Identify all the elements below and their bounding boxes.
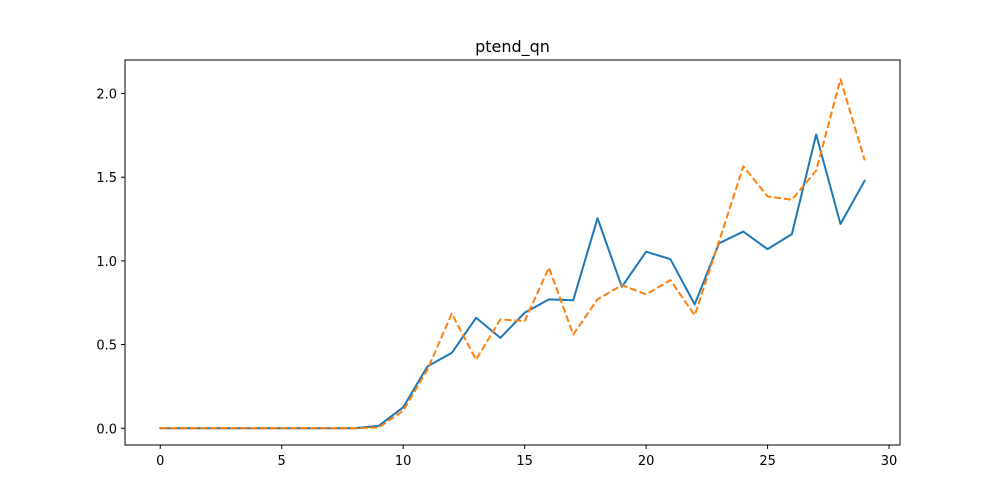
axes-frame <box>124 59 901 446</box>
series-line-2 <box>160 78 866 430</box>
plot-area: 0 5 10 15 20 25 30 0.0 0.5 1.0 1.5 2.0 <box>96 59 901 469</box>
x-tick-label: 25 <box>759 454 776 469</box>
chart-title: ptend_qn <box>475 37 550 57</box>
y-tick-label: 0.0 <box>96 422 117 437</box>
y-tick-label: 1.5 <box>96 171 117 186</box>
x-tick-label: 20 <box>638 454 655 469</box>
y-tick-label: 1.0 <box>96 255 117 270</box>
x-tick-label: 0 <box>156 454 164 469</box>
y-tick-label: 2.0 <box>96 87 117 102</box>
x-tick-label: 5 <box>278 454 286 469</box>
x-tick-label: 15 <box>516 454 533 469</box>
series-line-1 <box>159 133 866 430</box>
x-tick-label: 10 <box>395 454 412 469</box>
y-tick-label: 0.5 <box>96 339 117 354</box>
x-tick-label: 30 <box>881 454 898 469</box>
